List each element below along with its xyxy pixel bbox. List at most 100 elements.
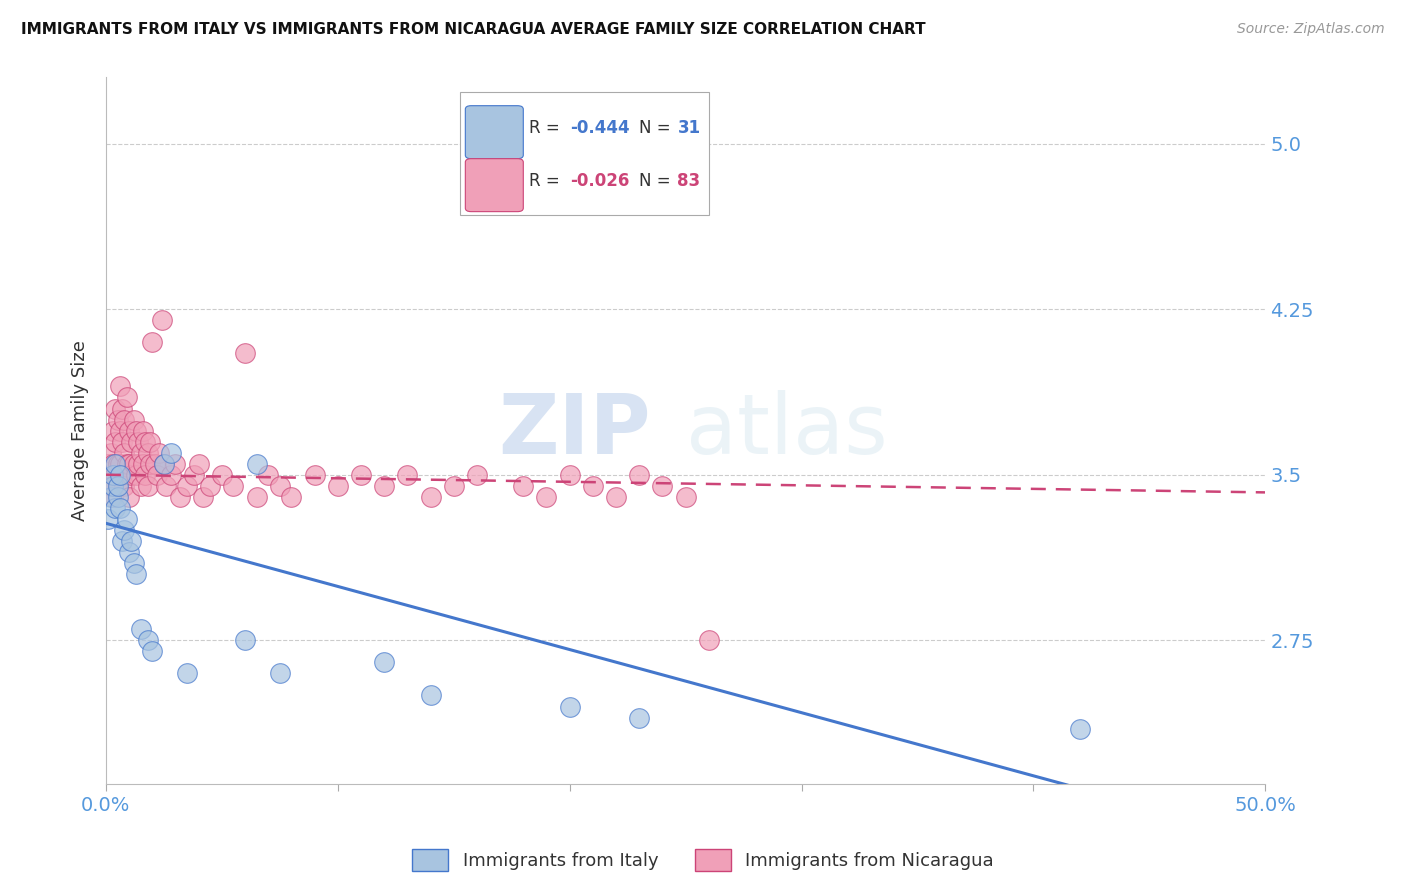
Point <box>132 424 155 438</box>
Point <box>326 479 349 493</box>
Point <box>125 424 148 438</box>
Point <box>132 457 155 471</box>
Point <box>558 467 581 482</box>
Point <box>134 434 156 449</box>
Point <box>512 479 534 493</box>
Point <box>122 412 145 426</box>
Point <box>153 457 176 471</box>
Point <box>127 457 149 471</box>
Point <box>628 467 651 482</box>
Point <box>419 490 441 504</box>
Point <box>136 479 159 493</box>
Point <box>141 644 163 658</box>
Point <box>373 656 395 670</box>
Point <box>536 490 558 504</box>
Point <box>120 467 142 482</box>
Point <box>111 533 134 548</box>
Point <box>257 467 280 482</box>
Point <box>153 457 176 471</box>
Point <box>193 490 215 504</box>
Point <box>101 457 124 471</box>
Point <box>143 457 166 471</box>
Point <box>176 479 198 493</box>
Point <box>122 556 145 570</box>
Point <box>114 479 136 493</box>
Point <box>114 445 136 459</box>
Point <box>125 567 148 582</box>
Point <box>176 666 198 681</box>
Point <box>187 457 209 471</box>
Point <box>108 467 131 482</box>
Text: -0.444: -0.444 <box>569 120 630 137</box>
Point <box>107 412 129 426</box>
Point <box>107 457 129 471</box>
Point <box>100 479 122 493</box>
Point <box>160 445 183 459</box>
Point <box>150 313 173 327</box>
Point <box>139 434 162 449</box>
Point <box>118 424 141 438</box>
Point <box>97 512 120 526</box>
Point <box>104 467 127 482</box>
Point <box>269 666 291 681</box>
Point <box>108 457 131 471</box>
Point <box>183 467 205 482</box>
Point <box>582 479 605 493</box>
Point <box>100 490 122 504</box>
Point <box>280 490 302 504</box>
Point <box>697 633 720 648</box>
Point <box>111 401 134 416</box>
Point <box>136 633 159 648</box>
Point <box>396 467 419 482</box>
Point <box>104 434 127 449</box>
Point <box>605 490 627 504</box>
Point <box>120 533 142 548</box>
Text: N =: N = <box>640 120 676 137</box>
Point <box>107 490 129 504</box>
Point <box>107 479 129 493</box>
Point <box>118 457 141 471</box>
Point <box>269 479 291 493</box>
Point <box>148 445 170 459</box>
Point <box>129 479 152 493</box>
Point <box>246 490 269 504</box>
Point <box>233 633 256 648</box>
Point <box>651 479 673 493</box>
Point <box>628 710 651 724</box>
Point <box>122 457 145 471</box>
Point <box>118 545 141 559</box>
Point <box>155 479 177 493</box>
Point <box>100 445 122 459</box>
Point <box>108 379 131 393</box>
Point <box>111 467 134 482</box>
Point <box>165 457 187 471</box>
Point <box>350 467 373 482</box>
FancyBboxPatch shape <box>460 92 709 215</box>
Point <box>1069 722 1091 736</box>
Point <box>115 457 138 471</box>
Legend: Immigrants from Italy, Immigrants from Nicaragua: Immigrants from Italy, Immigrants from N… <box>405 842 1001 879</box>
Point <box>139 457 162 471</box>
Point <box>104 401 127 416</box>
Point <box>101 424 124 438</box>
Point <box>129 622 152 636</box>
Point <box>304 467 326 482</box>
FancyBboxPatch shape <box>465 105 523 159</box>
Point <box>125 467 148 482</box>
Point <box>101 467 124 482</box>
Point <box>200 479 222 493</box>
Text: ZIP: ZIP <box>498 390 651 471</box>
Point <box>675 490 697 504</box>
Text: R =: R = <box>529 172 565 190</box>
Point <box>146 467 169 482</box>
Point <box>118 490 141 504</box>
Point <box>114 523 136 537</box>
Point <box>134 467 156 482</box>
Y-axis label: Average Family Size: Average Family Size <box>72 340 89 521</box>
Point <box>114 412 136 426</box>
Point <box>104 500 127 515</box>
Text: N =: N = <box>640 172 676 190</box>
Point <box>104 457 127 471</box>
Text: 31: 31 <box>678 120 700 137</box>
Point <box>222 479 245 493</box>
